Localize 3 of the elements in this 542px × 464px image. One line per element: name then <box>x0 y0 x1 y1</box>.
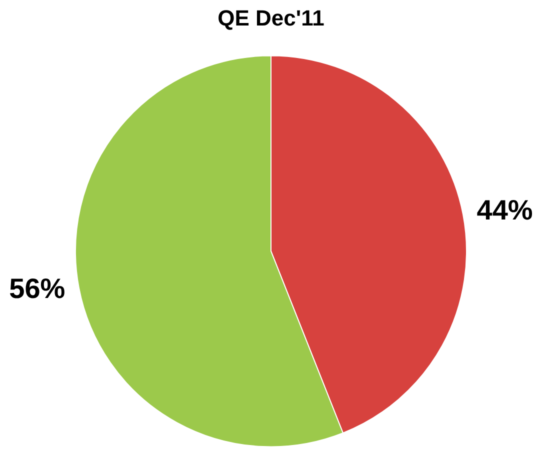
data-label: 44% <box>476 194 533 226</box>
data-label: 56% <box>9 273 66 304</box>
chart-title: QE Dec'11 <box>218 5 324 30</box>
